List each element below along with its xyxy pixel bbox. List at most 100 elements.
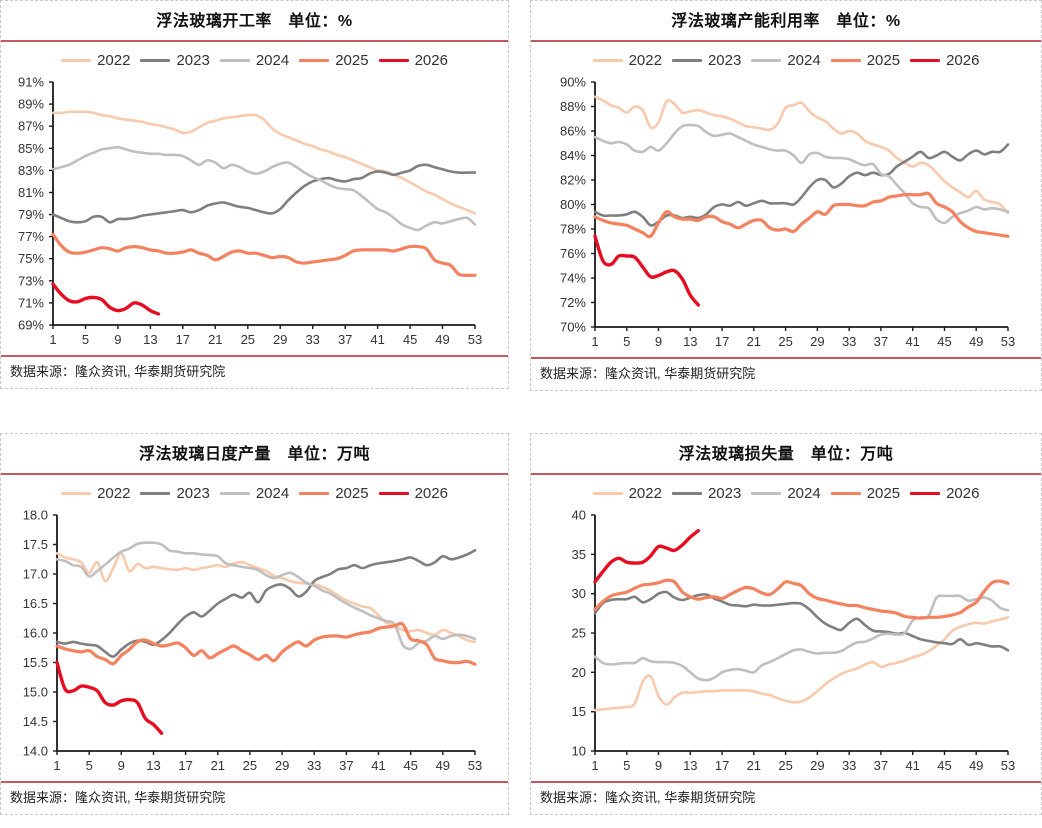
svg-text:21: 21: [211, 758, 225, 773]
legend-label: 2024: [787, 51, 821, 69]
svg-text:15: 15: [572, 704, 586, 719]
svg-text:5: 5: [82, 332, 89, 347]
svg-text:5: 5: [623, 758, 630, 773]
svg-text:9: 9: [655, 758, 662, 773]
svg-text:89%: 89%: [18, 97, 44, 112]
svg-text:37: 37: [339, 758, 353, 773]
legend-item-2022: 2022: [592, 52, 662, 69]
legend-label: 2023: [176, 484, 210, 502]
legend-swatch-2026: [378, 491, 409, 495]
chart-canvas-capacity-utilization: 90% 88% 86% 84% 82% 80% 78% 76% 74% 72% 70% 1 5 9 13 17…: [560, 75, 1015, 350]
svg-text:17: 17: [178, 758, 192, 773]
legend-swatch-2025: [299, 58, 330, 62]
svg-text:77%: 77%: [18, 229, 44, 244]
svg-text:21: 21: [208, 332, 222, 347]
svg-text:83%: 83%: [18, 163, 44, 178]
legend-item-2024: 2024: [219, 51, 290, 69]
legend-swatch-2023: [140, 58, 171, 62]
svg-text:49: 49: [969, 334, 983, 349]
legend-swatch-2025: [830, 491, 861, 495]
legend-label: 2022: [97, 51, 131, 69]
svg-text:25: 25: [243, 758, 257, 773]
svg-text:13: 13: [683, 334, 697, 349]
svg-text:41: 41: [905, 334, 919, 349]
legend-swatch-2024: [219, 58, 250, 62]
chart-legend: 2022 2023 2024 2025 2026: [531, 480, 1041, 506]
svg-text:45: 45: [403, 332, 417, 347]
legend-item-2026: 2026: [378, 51, 448, 69]
data-source: 数据来源：隆众资讯, 华泰期货研究院: [531, 781, 1041, 814]
legend-label: 2022: [97, 484, 131, 502]
legend-swatch-2025: [299, 491, 330, 495]
legend-swatch-2022: [61, 58, 92, 62]
svg-text:74%: 74%: [560, 271, 586, 286]
svg-text:73%: 73%: [18, 273, 44, 288]
svg-text:21: 21: [747, 334, 761, 349]
svg-text:33: 33: [307, 758, 321, 773]
svg-text:49: 49: [436, 758, 450, 773]
legend-label: 2023: [176, 51, 210, 69]
svg-text:72%: 72%: [560, 295, 586, 310]
svg-text:41: 41: [905, 758, 919, 773]
svg-text:82%: 82%: [560, 173, 586, 188]
svg-text:53: 53: [1001, 334, 1015, 349]
svg-text:84%: 84%: [560, 148, 586, 163]
svg-text:71%: 71%: [18, 295, 44, 310]
legend-swatch-2022: [592, 58, 623, 62]
chart-legend: 2022 2023 2024 2025 2026: [1, 47, 508, 73]
legend-swatch-2023: [671, 491, 702, 495]
svg-text:85%: 85%: [18, 141, 44, 156]
svg-text:1: 1: [591, 334, 598, 349]
svg-text:5: 5: [623, 334, 630, 349]
legend-item-2023: 2023: [671, 51, 742, 69]
svg-text:90%: 90%: [560, 75, 586, 90]
legend-item-2022: 2022: [592, 485, 662, 502]
chart-title-operating-rate: 浮法玻璃开工率 单位：%: [156, 13, 353, 30]
legend-item-2023: 2023: [140, 484, 210, 502]
legend-item-2025: 2025: [830, 52, 900, 69]
svg-text:41: 41: [370, 332, 384, 347]
legend-item-2026: 2026: [910, 485, 979, 502]
chart-title-daily-output: 浮法玻璃日度产量 单位：万吨: [138, 446, 370, 463]
legend-swatch-2023: [140, 491, 171, 495]
panel-capacity-utilization: 浮法玻璃产能利用率 单位：% 2022 2023 2024 2025 2026 90% 8…: [530, 0, 1042, 391]
svg-text:88%: 88%: [560, 99, 586, 114]
svg-text:78%: 78%: [560, 222, 586, 237]
svg-text:9: 9: [114, 332, 121, 347]
svg-text:1: 1: [591, 758, 598, 773]
legend-item-2025: 2025: [299, 485, 369, 502]
svg-text:87%: 87%: [18, 119, 44, 134]
legend-label: 2023: [707, 51, 742, 69]
svg-text:16.0: 16.0: [23, 626, 48, 641]
svg-text:9: 9: [655, 334, 662, 349]
svg-text:45: 45: [937, 758, 951, 773]
svg-text:21: 21: [747, 758, 761, 773]
legend-item-2025: 2025: [299, 52, 369, 69]
title-divider: [1, 473, 508, 475]
svg-text:25: 25: [572, 626, 586, 641]
legend-swatch-2026: [910, 58, 941, 62]
svg-text:17.0: 17.0: [23, 567, 48, 582]
legend-label: 2026: [414, 51, 448, 69]
svg-text:75%: 75%: [18, 251, 44, 266]
svg-text:17.5: 17.5: [23, 537, 48, 552]
legend-label: 2026: [946, 484, 980, 502]
svg-text:35: 35: [572, 547, 586, 562]
svg-text:14.0: 14.0: [23, 744, 48, 759]
svg-text:29: 29: [810, 758, 824, 773]
legend-label: 2024: [255, 51, 290, 69]
svg-text:33: 33: [842, 334, 856, 349]
svg-text:69%: 69%: [18, 318, 44, 333]
svg-text:41: 41: [371, 758, 385, 773]
svg-text:13: 13: [143, 332, 157, 347]
svg-text:80%: 80%: [560, 197, 586, 212]
svg-text:79%: 79%: [18, 207, 44, 222]
svg-text:16.5: 16.5: [23, 596, 48, 611]
chart-title-capacity-utilization: 浮法玻璃产能利用率 单位：%: [671, 13, 901, 30]
svg-text:45: 45: [403, 758, 417, 773]
legend-swatch-2024: [751, 491, 782, 495]
legend-swatch-2022: [592, 491, 623, 495]
svg-text:25: 25: [778, 758, 792, 773]
